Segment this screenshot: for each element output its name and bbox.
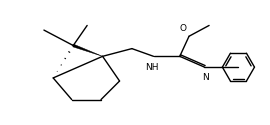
Text: N: N xyxy=(202,73,208,82)
Polygon shape xyxy=(73,44,103,56)
Text: NH: NH xyxy=(145,63,159,72)
Text: O: O xyxy=(180,24,187,33)
